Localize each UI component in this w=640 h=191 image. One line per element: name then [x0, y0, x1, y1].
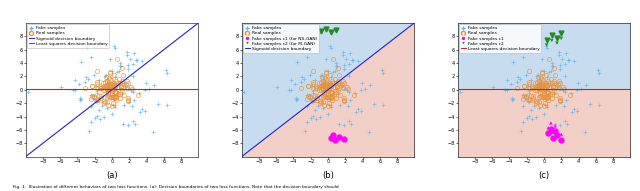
Legend: Fake samples, Real samples, Sigmoid decision boundary, Least squares decision bo: Fake samples, Real samples, Sigmoid deci…: [27, 24, 109, 48]
Title: (c): (c): [538, 171, 550, 180]
Title: (a): (a): [106, 171, 118, 180]
Legend: Fake samples, Real samples, Fake samples c1, Fake samples c2, Least squares deci: Fake samples, Real samples, Fake samples…: [459, 24, 541, 53]
Title: (b): (b): [322, 171, 334, 180]
Text: Fig. 1.  Illustration of different behaviors of two loss functions. (a): Decisio: Fig. 1. Illustration of different behavi…: [13, 185, 339, 189]
Legend: Fake samples, Real samples, Fake samples c1 (for NS-GAN), Fake samples c2 (for M: Fake samples, Real samples, Fake samples…: [243, 24, 319, 53]
